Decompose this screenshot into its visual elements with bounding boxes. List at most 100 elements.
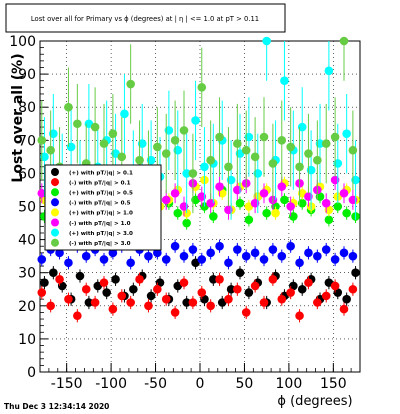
x-tick-label: 0 [196,376,205,392]
data-point [66,142,76,152]
data-point [90,298,100,307]
data-point [286,202,295,211]
data-point [351,175,360,185]
data-point [342,129,351,138]
footer-timestamp: Thu Dec 3 12:34:14 2020 [4,402,109,411]
data-point [313,251,322,261]
data-point [253,169,263,178]
data-point [206,198,215,208]
data-point [339,304,349,314]
data-point [286,241,295,251]
data-point [233,245,242,254]
data-point [215,182,224,191]
legend-marker [51,238,59,247]
legend-marker [51,198,59,207]
data-point [244,288,254,297]
data-point [188,169,198,178]
data-point [259,255,269,264]
data-point [173,208,183,218]
data-point [268,159,278,168]
legend-label: (+) with pT/|q| > 1.0 [69,211,133,217]
data-point [295,311,304,321]
data-point [339,248,349,258]
data-point [144,251,153,261]
data-point [277,251,287,261]
data-point [244,215,254,225]
data-point [155,278,165,287]
data-point [111,275,120,284]
data-point [173,145,183,155]
data-point [235,268,245,278]
data-point [55,248,64,258]
data-point [286,288,295,297]
data-point [170,136,180,145]
data-point [37,136,47,145]
data-point [55,275,64,284]
data-point [262,208,271,218]
data-point [170,308,180,317]
data-point [137,139,147,148]
data-point [259,298,269,307]
legend-label: (-) with pT/|q| > 3.0 [69,241,131,247]
data-point [129,284,138,294]
title-box: Lost over all for Primary vs ϕ (degrees)… [5,3,286,33]
data-point [49,129,58,138]
data-point [259,132,269,142]
y-tick-label: 60 [18,166,36,182]
data-point [206,248,215,258]
data-point [46,145,55,155]
data-point [161,294,171,304]
data-point [342,294,351,304]
data-point [215,132,224,142]
data-point [117,291,127,301]
data-point [188,245,198,254]
data-point [182,298,191,307]
data-point [313,298,322,307]
data-point [224,294,233,304]
data-point [161,195,171,205]
data-point [233,139,242,148]
data-point [81,284,91,294]
data-point [209,212,218,221]
legend-marker [51,228,59,237]
legend-label: (+) with pT/|q| > 3.0 [69,231,133,237]
y-tick-label: 30 [18,266,36,282]
y-tick-label: 10 [18,332,36,348]
data-point [37,188,47,198]
data-point [37,255,47,264]
data-point [200,294,209,304]
y-tick-label: 50 [18,200,36,216]
x-tick-label: 50 [236,376,254,392]
data-point [333,202,343,211]
data-point [153,142,162,152]
data-point [321,139,331,148]
data-point [241,308,251,317]
data-point [233,185,242,195]
data-point [153,248,162,258]
data-point [304,192,313,201]
data-point [233,284,242,294]
legend: (+) with pT/|q| > 0.1 (-) with pT/|q| > 0… [44,164,162,251]
data-point [40,278,49,287]
data-point [108,129,118,138]
data-point [179,251,189,261]
data-point [321,291,331,301]
data-point [46,301,55,311]
data-point [73,119,82,129]
data-point [170,188,180,198]
data-point [209,275,218,284]
y-axis: 0 10 20 30 40 50 60 70 80 90 100 [9,34,48,381]
data-point [321,245,331,254]
data-point [241,251,251,261]
data-point [289,281,298,291]
data-point [324,215,334,225]
data-point [324,205,334,215]
data-point [217,188,227,198]
data-point [108,304,118,314]
data-point [84,298,94,307]
data-point [304,278,313,287]
data-point [40,152,49,162]
data-point [250,248,260,258]
data-point [271,208,280,218]
